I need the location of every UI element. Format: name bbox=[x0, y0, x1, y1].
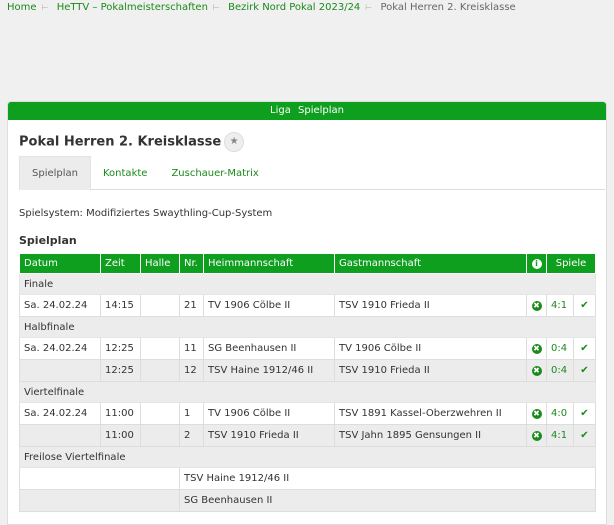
confirmed-check-icon: ✔ bbox=[573, 337, 596, 360]
col-info: i bbox=[526, 253, 547, 274]
breadcrumb-hettv[interactable]: HeTTV – Pokalmeisterschaften bbox=[56, 2, 208, 13]
confirmed-check-icon: ✔ bbox=[573, 359, 596, 382]
tab-zuschauer-matrix[interactable]: Zuschauer-Matrix bbox=[171, 168, 259, 179]
confirmed-check-icon: ✔ bbox=[573, 402, 596, 425]
cell-halle bbox=[140, 424, 180, 447]
cell-heim: SG Beenhausen II bbox=[203, 337, 335, 360]
group-row: Freilose Viertelfinale bbox=[19, 446, 596, 468]
col-datum: Datum bbox=[19, 253, 101, 274]
col-heim: Heimmannschaft bbox=[203, 253, 335, 274]
report-icon[interactable]: ✖ bbox=[531, 366, 542, 376]
col-halle: Halle bbox=[140, 253, 180, 274]
table-row: 12:25 12 TSV Haine 1912/46 II TSV 1910 F… bbox=[19, 359, 596, 382]
cell-score[interactable]: 0:4 bbox=[546, 359, 574, 382]
cell-halle bbox=[140, 337, 180, 360]
freilos-team: TSV Haine 1912/46 II bbox=[179, 467, 596, 490]
cell-datum bbox=[19, 424, 101, 447]
cell-nr: 2 bbox=[179, 424, 204, 447]
group-name: Freilose Viertelfinale bbox=[19, 446, 596, 468]
report-icon[interactable]: ✖ bbox=[531, 301, 542, 311]
cell-gast: TSV 1891 Kassel-Oberzwehren II bbox=[334, 402, 527, 425]
cell-heim: TSV 1910 Frieda II bbox=[203, 424, 335, 447]
page-title-text: Pokal Herren 2. Kreisklasse bbox=[19, 134, 222, 150]
table-row: Sa. 24.02.24 11:00 1 TV 1906 Cölbe II TS… bbox=[19, 402, 596, 425]
cell-halle bbox=[140, 402, 180, 425]
cell-zeit: 11:00 bbox=[100, 424, 141, 447]
cell-datum bbox=[19, 359, 101, 382]
main-panel: Liga Spielplan Pokal Herren 2. Kreisklas… bbox=[7, 101, 607, 525]
col-spiele: Spiele bbox=[546, 253, 596, 274]
cell-gast: TSV Jahn 1895 Gensungen II bbox=[334, 424, 527, 447]
cell-datum: Sa. 24.02.24 bbox=[19, 337, 101, 360]
empty-cell bbox=[19, 467, 180, 490]
cell-zeit: 12:25 bbox=[100, 359, 141, 382]
cell-zeit: 11:00 bbox=[100, 402, 141, 425]
breadcrumb-current: Pokal Herren 2. Kreisklasse bbox=[380, 2, 516, 13]
favorite-star-icon[interactable]: ★ bbox=[224, 132, 245, 152]
group-row: Finale bbox=[19, 273, 596, 295]
cell-halle bbox=[140, 294, 180, 317]
cell-score[interactable]: 0:4 bbox=[546, 337, 574, 360]
cell-zeit: 12:25 bbox=[100, 337, 141, 360]
breadcrumb: Home ⊢ HeTTV – Pokalmeisterschaften ⊢ Bezi… bbox=[7, 2, 516, 13]
group-name: Finale bbox=[19, 273, 596, 295]
spielsystem-text: Spielsystem: Modifiziertes Swaythling-Cu… bbox=[19, 208, 273, 219]
cell-zeit: 14:15 bbox=[100, 294, 141, 317]
freilos-row: TSV Haine 1912/46 II bbox=[19, 467, 596, 490]
cell-gast: TV 1906 Cölbe II bbox=[334, 337, 527, 360]
tab-spielplan[interactable]: Spielplan bbox=[19, 156, 91, 190]
table-row: Sa. 24.02.24 12:25 11 SG Beenhausen II T… bbox=[19, 337, 596, 360]
breadcrumb-home[interactable]: Home bbox=[7, 2, 37, 13]
cell-nr: 11 bbox=[179, 337, 204, 360]
freilos-row: SG Beenhausen II bbox=[19, 489, 596, 512]
report-cell[interactable]: ✖ bbox=[526, 294, 547, 317]
cell-nr: 21 bbox=[179, 294, 204, 317]
report-icon[interactable]: ✖ bbox=[531, 344, 542, 354]
cell-heim: TSV Haine 1912/46 II bbox=[203, 359, 335, 382]
group-name: Viertelfinale bbox=[19, 381, 596, 403]
cell-gast: TSV 1910 Frieda II bbox=[334, 359, 527, 382]
separator-icon: ⊢ bbox=[212, 3, 220, 12]
report-icon[interactable]: ✖ bbox=[531, 431, 542, 441]
group-name: Halbfinale bbox=[19, 316, 596, 338]
cell-halle bbox=[140, 359, 180, 382]
report-cell[interactable]: ✖ bbox=[526, 337, 547, 360]
breadcrumb-bezirk[interactable]: Bezirk Nord Pokal 2023/24 bbox=[228, 2, 361, 13]
separator-icon: ⊢ bbox=[365, 3, 373, 12]
report-icon[interactable]: ✖ bbox=[531, 409, 542, 419]
page-title: Pokal Herren 2. Kreisklasse ★ bbox=[19, 132, 245, 152]
report-cell[interactable]: ✖ bbox=[526, 402, 547, 425]
cell-datum: Sa. 24.02.24 bbox=[19, 402, 101, 425]
cell-gast: TSV 1910 Frieda II bbox=[334, 294, 527, 317]
col-gast: Gastmannschaft bbox=[334, 253, 527, 274]
cell-heim: TV 1906 Cölbe II bbox=[203, 294, 335, 317]
table-row: 11:00 2 TSV 1910 Frieda II TSV Jahn 1895… bbox=[19, 424, 596, 447]
confirmed-check-icon: ✔ bbox=[573, 294, 596, 317]
col-nr: Nr. bbox=[179, 253, 204, 274]
cell-score[interactable]: 4:1 bbox=[546, 424, 574, 447]
group-row: Viertelfinale bbox=[19, 381, 596, 403]
confirmed-check-icon: ✔ bbox=[573, 424, 596, 447]
table-row: Sa. 24.02.24 14:15 21 TV 1906 Cölbe II T… bbox=[19, 294, 596, 317]
group-row: Halbfinale bbox=[19, 316, 596, 338]
info-icon: i bbox=[531, 259, 542, 269]
report-cell[interactable]: ✖ bbox=[526, 359, 547, 382]
panel-header: Liga Spielplan bbox=[8, 102, 606, 120]
tab-kontakte[interactable]: Kontakte bbox=[103, 168, 148, 179]
cell-nr: 12 bbox=[179, 359, 204, 382]
tabs: Spielplan Kontakte Zuschauer-Matrix bbox=[19, 156, 605, 190]
cell-score[interactable]: 4:1 bbox=[546, 294, 574, 317]
section-heading: Spielplan bbox=[19, 234, 77, 247]
separator-icon: ⊢ bbox=[41, 3, 49, 12]
col-zeit: Zeit bbox=[100, 253, 141, 274]
cell-score[interactable]: 4:0 bbox=[546, 402, 574, 425]
cell-nr: 1 bbox=[179, 402, 204, 425]
empty-cell bbox=[19, 489, 180, 512]
freilos-team: SG Beenhausen II bbox=[179, 489, 596, 512]
schedule-table: Datum Zeit Halle Nr. Heimmannschaft Gast… bbox=[19, 253, 596, 512]
report-cell[interactable]: ✖ bbox=[526, 424, 547, 447]
cell-datum: Sa. 24.02.24 bbox=[19, 294, 101, 317]
cell-heim: TV 1906 Cölbe II bbox=[203, 402, 335, 425]
